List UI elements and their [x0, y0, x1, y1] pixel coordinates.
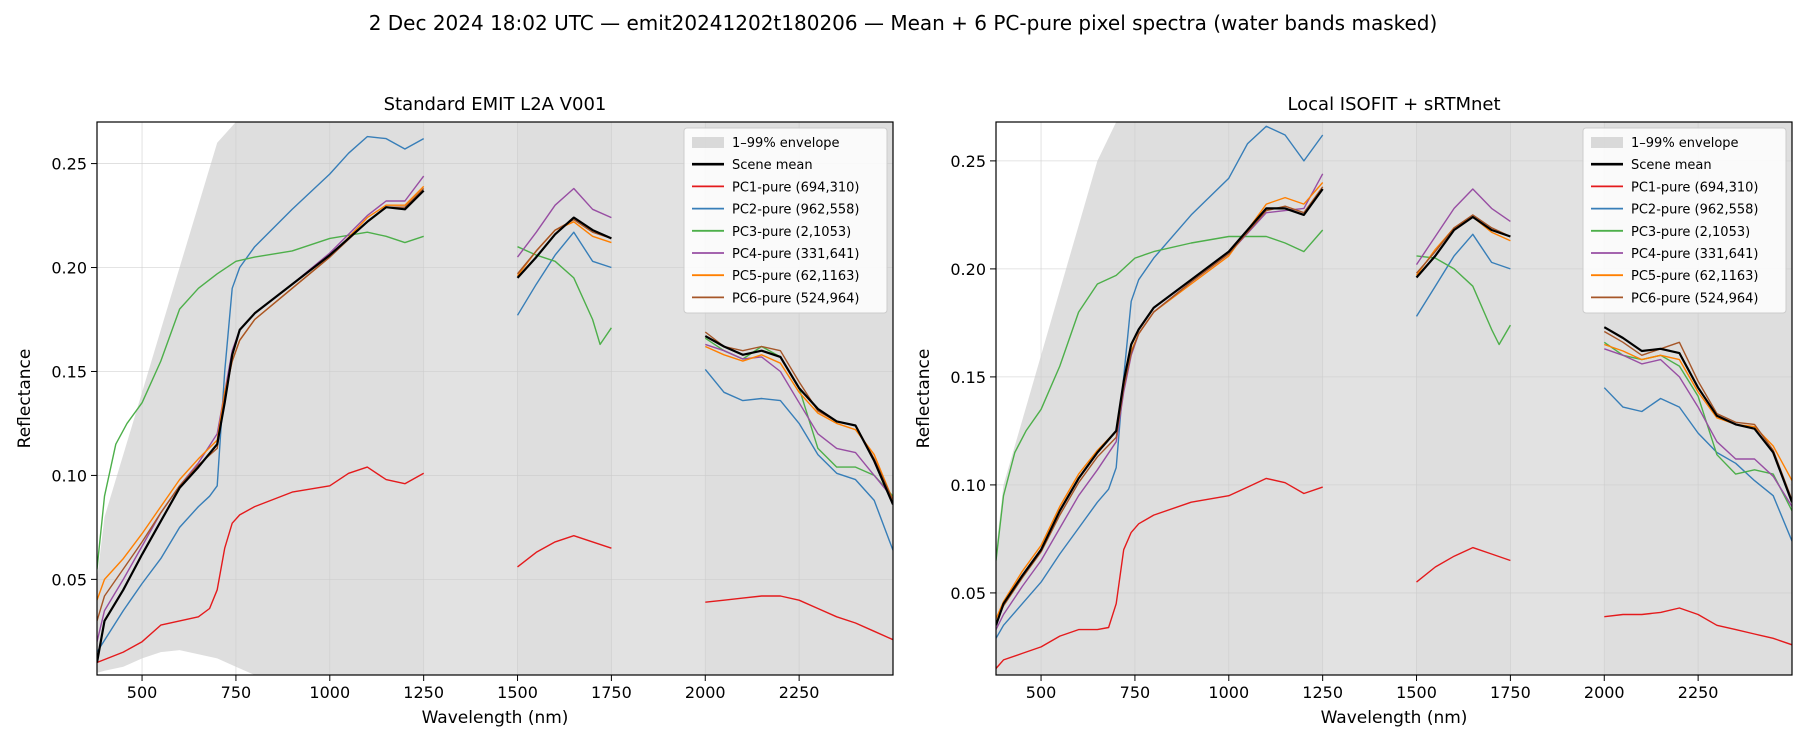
legend-label-pc6: PC6-pure (524,964)	[1631, 291, 1758, 306]
legend-swatch-envelope	[1591, 137, 1623, 148]
x-tick-label: 2250	[1678, 683, 1719, 702]
x-axis-label: Wavelength (nm)	[1321, 708, 1468, 728]
series-line-mean-seg2	[516, 216, 612, 279]
series-line-mean-seg2	[1415, 215, 1511, 279]
series-line-pc2-seg3	[704, 368, 893, 551]
x-tick-label: 2000	[1584, 683, 1625, 702]
y-tick-label: 0.15	[950, 368, 986, 387]
chart-panel-1: 500 750 1000 1250 1500 1750 2000 2250 0.05 0.10 0.…	[15, 94, 894, 728]
legend-label-pc1: PC1-pure (694,310)	[732, 180, 859, 195]
chart-panel-2: 500 750 1000 1250 1500 1750 2000 2250 0.05 0.10 0.…	[914, 94, 1793, 728]
x-tick-label: 500	[127, 683, 158, 702]
x-tick-label: 500	[1026, 683, 1057, 702]
x-tick-label: 1250	[1302, 683, 1343, 702]
y-tick-label: 0.10	[51, 466, 87, 485]
series-line-mean-seg3	[704, 335, 893, 505]
chart-title: Local ISOFIT + sRTMnet	[1287, 94, 1500, 115]
series-line-pc6-seg1	[996, 186, 1324, 624]
x-axis-label: Wavelength (nm)	[422, 708, 569, 728]
legend-label-pc3: PC3-pure (2,1053)	[1631, 225, 1750, 240]
series-line-pc1-seg2	[1416, 546, 1511, 583]
series-line-pc2-seg2	[1415, 233, 1511, 317]
series-line-pc2-seg2	[516, 231, 612, 316]
series-line-pc2-seg1	[996, 125, 1324, 639]
masked-band-1	[1322, 122, 1417, 675]
series-line-pc3-seg1	[996, 229, 1324, 561]
series-line-pc1-seg2	[517, 535, 612, 568]
y-axis-label: Reflectance	[914, 349, 934, 449]
y-tick-label: 0.20	[51, 259, 87, 278]
series-line-pc4-seg3	[705, 343, 893, 499]
y-tick-label: 0.20	[950, 260, 986, 279]
figure-suptitle: 2 Dec 2024 18:02 UTC — emit20241202t1802…	[369, 11, 1438, 35]
series-line-pc1-seg1	[996, 477, 1323, 669]
series-line-pc6-seg2	[1415, 214, 1511, 274]
chart-title: Standard EMIT L2A V001	[384, 94, 607, 115]
legend-label-envelope: 1–99% envelope	[732, 136, 840, 151]
x-tick-label: 1000	[1208, 683, 1249, 702]
x-tick-label: 1500	[497, 683, 538, 702]
legend-label-pc1: PC1-pure (694,310)	[1631, 180, 1758, 195]
legend-label-pc4: PC4-pure (331,641)	[1631, 247, 1758, 262]
axes-frame	[96, 121, 894, 676]
y-axis-label: Reflectance	[15, 349, 35, 449]
series-line-pc2-seg1	[97, 135, 425, 653]
legend: 1–99% envelope Scene mean PC1-pure (694,31…	[1582, 127, 1787, 314]
series-line-pc3-seg1	[97, 231, 424, 570]
series-line-pc4-seg2	[516, 187, 612, 258]
legend-label-pc5: PC5-pure (62,1163)	[1631, 269, 1758, 284]
series-line-pc4-seg3	[1604, 348, 1792, 507]
x-tick-label: 1250	[403, 683, 444, 702]
x-tick-label: 750	[221, 683, 252, 702]
y-tick-label: 0.05	[950, 584, 986, 603]
x-tick-label: 1750	[591, 683, 632, 702]
masked-band-1	[423, 122, 518, 675]
series-line-pc3-seg2	[1416, 255, 1512, 346]
legend-label-mean: Scene mean	[1631, 158, 1712, 173]
series-line-pc4-seg2	[1415, 188, 1511, 265]
series-line-pc4-seg1	[97, 175, 425, 642]
legend-label-pc3: PC3-pure (2,1053)	[732, 225, 851, 240]
x-tick-label: 2250	[779, 683, 820, 702]
y-tick-label: 0.10	[950, 476, 986, 495]
x-tick-label: 1750	[1490, 683, 1531, 702]
series-line-pc2-seg3	[1603, 387, 1792, 542]
legend-box	[1582, 127, 1787, 314]
series-line-mean-seg3	[1603, 326, 1792, 503]
series-line-pc3-seg2	[517, 246, 612, 346]
x-tick-label: 1000	[309, 683, 350, 702]
legend-label-pc2: PC2-pure (962,558)	[1631, 203, 1758, 218]
series-line-pc1-seg3	[1604, 607, 1792, 646]
y-tick-label: 0.05	[51, 570, 87, 589]
legend-label-pc2: PC2-pure (962,558)	[732, 203, 859, 218]
legend: 1–99% envelope Scene mean PC1-pure (694,31…	[683, 127, 888, 314]
series-line-pc1-seg1	[97, 466, 425, 664]
x-tick-label: 750	[1120, 683, 1151, 702]
axes-frame	[995, 121, 1793, 676]
legend-label-mean: Scene mean	[732, 158, 813, 173]
y-tick-label: 0.25	[950, 152, 986, 171]
panels: 500 750 1000 1250 1500 1750 2000 2250 0.05 0.10 0.…	[15, 94, 1793, 728]
series-line-pc3-seg3	[1603, 341, 1792, 512]
x-tick-label: 2000	[685, 683, 726, 702]
legend-box	[683, 127, 888, 314]
series-line-mean-seg1	[996, 188, 1324, 626]
series-line-mean-seg1	[97, 189, 425, 663]
series-line-pc1-seg3	[705, 595, 893, 641]
x-tick-label: 1500	[1396, 683, 1437, 702]
legend-label-pc5: PC5-pure (62,1163)	[732, 269, 859, 284]
legend-label-envelope: 1–99% envelope	[1631, 136, 1739, 151]
legend-swatch-envelope	[692, 137, 724, 148]
series-line-pc6-seg3	[1603, 330, 1792, 501]
legend-label-pc6: PC6-pure (524,964)	[732, 291, 859, 306]
y-tick-label: 0.15	[51, 362, 87, 381]
y-tick-label: 0.25	[51, 155, 87, 174]
legend-label-pc4: PC4-pure (331,641)	[732, 247, 859, 262]
